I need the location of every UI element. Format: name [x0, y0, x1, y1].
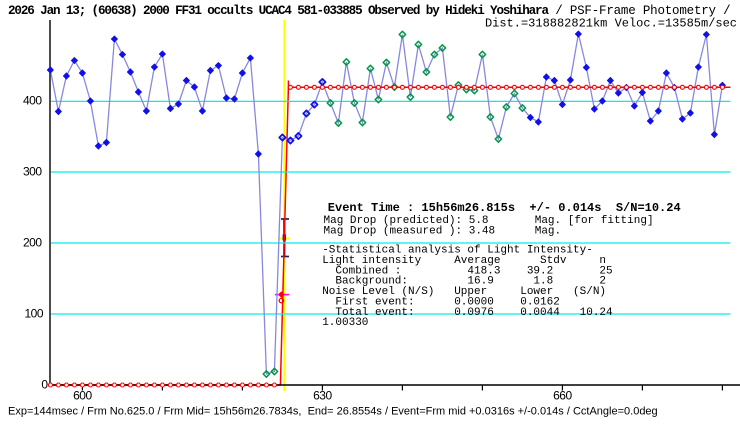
svg-text:Mag Drop (predicted): 5.8: Mag Drop (predicted): 5.8 Mag. [for fitt… — [324, 215, 654, 227]
svg-text:Event Time : 15h56m26.815s +/: Event Time : 15h56m26.815s +/- 0.014s S/… — [328, 201, 681, 215]
svg-text:Total event: 0.0976 0.: Total event: 0.0976 0.0044 10.24 — [322, 307, 613, 319]
svg-text:Noise Level (N/S) Upper: Noise Level (N/S) Upper Lower (S/N) — [322, 286, 606, 298]
svg-text:200: 200 — [23, 236, 42, 250]
svg-text:660: 660 — [553, 389, 572, 403]
svg-text:300: 300 — [23, 165, 42, 179]
svg-text:First event: 0.0000 0.: First event: 0.0000 0.0162 — [322, 296, 560, 308]
svg-text:0: 0 — [41, 378, 48, 392]
svg-text:630: 630 — [313, 389, 332, 403]
svg-text:600: 600 — [73, 389, 92, 403]
svg-text:-Statistical analysis of Light: -Statistical analysis of Light Intensity… — [322, 245, 593, 257]
svg-text:Combined : 418.3 3: Combined : 418.3 39.2 25 — [322, 265, 612, 277]
svg-text:Mag Drop (measured ): 3.48: Mag Drop (measured ): 3.48 Mag. — [324, 226, 562, 238]
svg-text:2026 Jan 13; (60638) 2000 FF31: 2026 Jan 13; (60638) 2000 FF31 occults U… — [8, 4, 730, 18]
svg-text:Background: 16.9: Background: 16.9 1.8 2 — [322, 276, 606, 288]
svg-text:1.00330: 1.00330 — [322, 317, 368, 329]
svg-text:Light intensity Average: Light intensity Average Stdv n — [322, 255, 606, 267]
svg-text:Exp=144msec / Frm No.625.0 / F: Exp=144msec / Frm No.625.0 / Frm Mid= 15… — [8, 406, 658, 418]
svg-text:400: 400 — [23, 94, 42, 108]
svg-text:Dist.=318882821km Veloc.=13585: Dist.=318882821km Veloc.=13585m/sec — [485, 17, 737, 31]
svg-text:100: 100 — [24, 307, 43, 321]
